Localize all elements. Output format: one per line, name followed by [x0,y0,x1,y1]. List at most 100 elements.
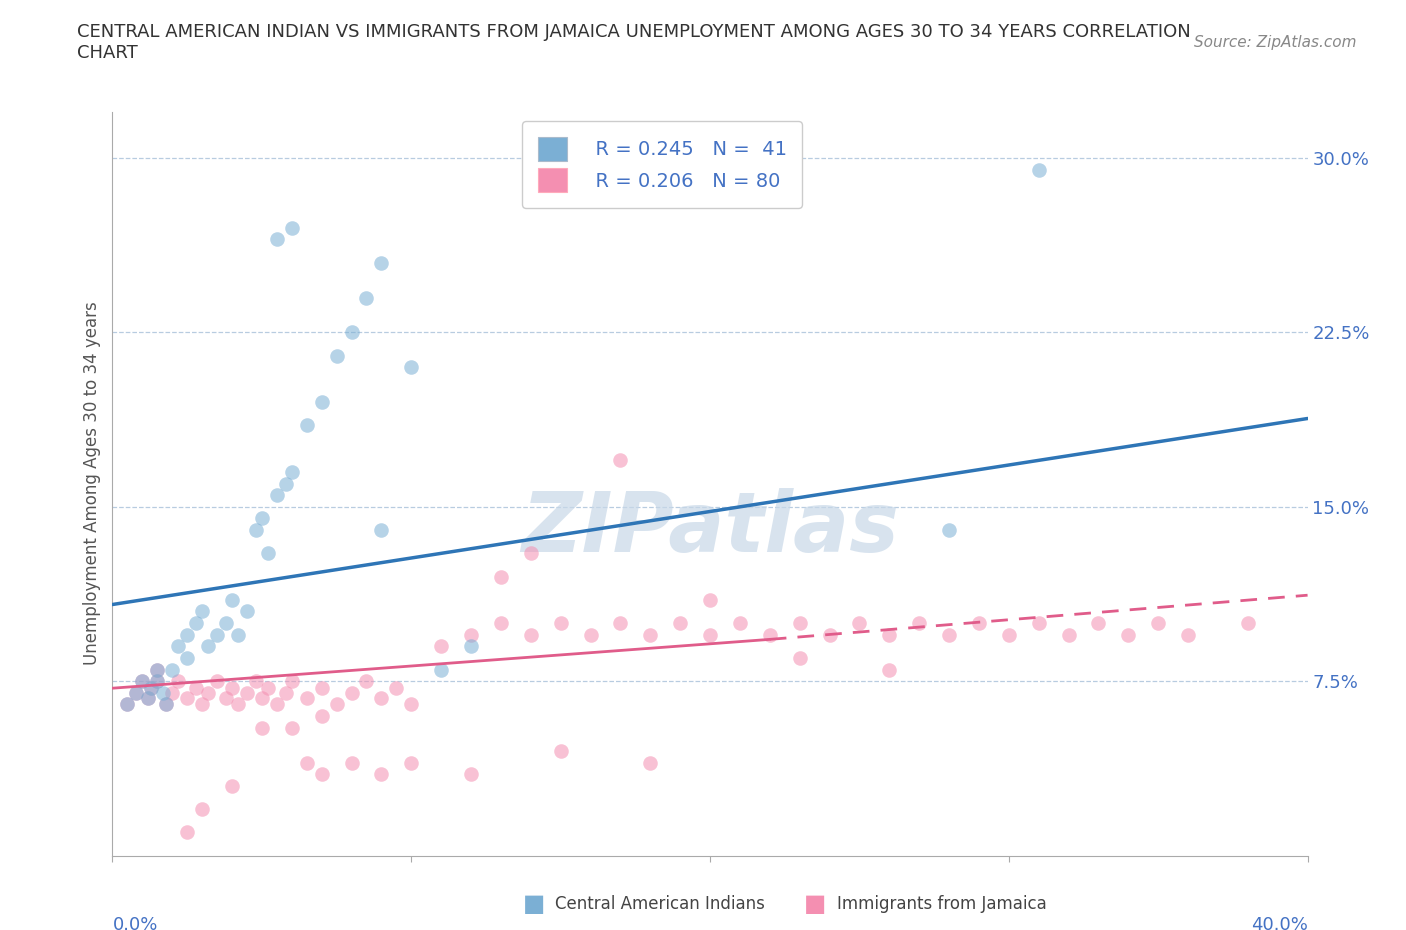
Point [152,685,174,700]
Point [520,546,543,561]
Point [311,709,333,724]
Point [146,662,169,677]
Text: Central American Indians: Central American Indians [555,895,765,913]
Point [401,755,423,770]
Y-axis label: Unemployment Among Ages 30 to 34 years: Unemployment Among Ages 30 to 34 years [83,301,101,666]
Point [176,690,198,705]
Point [311,681,333,696]
Point [520,628,543,643]
Point [205,673,228,688]
Point [257,681,280,696]
Point [226,628,249,643]
Point [370,766,392,781]
Point [191,604,214,619]
Point [146,662,169,677]
Point [221,778,243,793]
Point [162,662,183,677]
Point [550,616,572,631]
Text: 0.0%: 0.0% [112,916,157,930]
Point [141,681,163,696]
Text: ■: ■ [523,892,546,916]
Point [609,616,631,631]
Point [998,628,1021,643]
Point [155,698,177,712]
Point [1057,628,1080,643]
Point [162,685,183,700]
Point [274,685,297,700]
Point [266,488,288,503]
Point [340,755,363,770]
Point [1237,616,1260,631]
Point [879,662,901,677]
Point [325,698,347,712]
Point [699,628,721,643]
Point [938,628,960,643]
Text: ■: ■ [804,892,827,916]
Point [370,523,392,538]
Point [274,476,297,491]
Point [789,616,811,631]
Point [818,628,841,643]
Point [176,825,198,840]
Point [186,616,208,631]
Point [789,651,811,666]
Point [226,698,249,712]
Point [1028,616,1050,631]
Point [967,616,990,631]
Text: Source: ZipAtlas.com: Source: ZipAtlas.com [1194,35,1357,50]
Point [131,673,153,688]
Point [250,690,273,705]
Point [385,681,408,696]
Point [281,465,304,480]
Point [370,256,392,271]
Point [460,766,482,781]
Point [609,453,631,468]
Point [1177,628,1199,643]
Point [325,349,347,364]
Point [197,685,219,700]
Text: 40.0%: 40.0% [1251,916,1308,930]
Point [146,673,169,688]
Point [908,616,931,631]
Point [138,690,160,705]
Point [176,628,198,643]
Point [295,755,318,770]
Point [215,616,238,631]
Point [728,616,751,631]
Point [311,766,333,781]
Point [117,698,139,712]
Point [699,592,721,607]
Point [245,523,267,538]
Point [848,616,870,631]
Point [1118,628,1140,643]
Point [640,628,662,643]
Point [266,232,288,247]
Point [550,744,572,759]
Point [167,639,190,654]
Point [669,616,692,631]
Point [879,628,901,643]
Point [125,685,148,700]
Point [401,698,423,712]
Point [1028,163,1050,178]
Point [281,220,304,235]
Text: CENTRAL AMERICAN INDIAN VS IMMIGRANTS FROM JAMAICA UNEMPLOYMENT AMONG AGES 30 TO: CENTRAL AMERICAN INDIAN VS IMMIGRANTS FR… [77,23,1191,62]
Point [146,673,169,688]
Point [759,628,782,643]
Point [460,628,482,643]
Point [250,720,273,735]
Point [1087,616,1109,631]
Point [938,523,960,538]
Point [489,616,512,631]
Point [295,418,318,433]
Point [430,639,453,654]
Point [579,628,602,643]
Legend:   R = 0.245   N =  41,   R = 0.206   N = 80: R = 0.245 N = 41, R = 0.206 N = 80 [522,121,803,207]
Point [281,673,304,688]
Text: Immigrants from Jamaica: Immigrants from Jamaica [837,895,1046,913]
Point [356,673,378,688]
Point [1147,616,1170,631]
Point [295,690,318,705]
Point [640,755,662,770]
Point [236,604,259,619]
